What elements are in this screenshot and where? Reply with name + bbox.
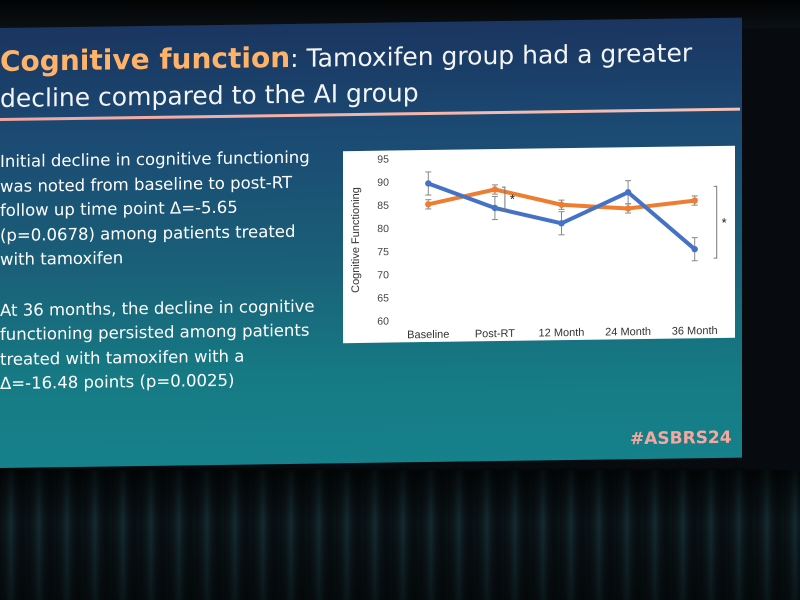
x-tick-label: 12 Month bbox=[539, 327, 585, 340]
data-point bbox=[624, 205, 632, 212]
y-axis-label: Cognitive Functioning bbox=[350, 187, 362, 293]
significance-marker: * bbox=[722, 215, 727, 230]
y-tick-label: 85 bbox=[377, 200, 389, 212]
series-group bbox=[425, 171, 698, 262]
slide-title-rest-1: : Tamoxifen group had a greater bbox=[290, 38, 693, 73]
bullet-line: functioning persisted among patients bbox=[0, 320, 310, 344]
significance-bracket bbox=[713, 185, 718, 259]
bullet-line: Δ=-16.48 points (p=0.0025) bbox=[0, 370, 235, 393]
x-tick-label: Baseline bbox=[407, 329, 449, 342]
y-tick-label: 60 bbox=[377, 316, 389, 328]
y-tick-label: 95 bbox=[377, 154, 389, 166]
line-chart: Cognitive Functioning 95 90 85 80 75 70 65 60 B… bbox=[350, 154, 727, 355]
data-point bbox=[491, 186, 499, 193]
y-axis-label-group: Cognitive Functioning bbox=[350, 187, 362, 293]
x-tick-label: 24 Month bbox=[605, 326, 651, 339]
slide-title: Cognitive function: Tamoxifen group had … bbox=[0, 34, 730, 117]
bullet-line: with tamoxifen bbox=[0, 248, 124, 269]
bullet-list: Initial decline in cognitive functioning… bbox=[0, 145, 340, 422]
data-point bbox=[691, 197, 698, 204]
data-point bbox=[558, 220, 565, 227]
y-ticks: 95 90 85 80 75 70 65 60 bbox=[377, 154, 389, 328]
y-tick-label: 70 bbox=[377, 269, 389, 281]
legend: Tamoxifen AI bbox=[483, 341, 622, 355]
x-tick-label: 36 Month bbox=[672, 325, 718, 338]
significance-bracket bbox=[501, 186, 506, 211]
bullet-item: At 36 months, the decline in cognitive f… bbox=[0, 294, 340, 397]
hashtag: #ASBRS24 bbox=[630, 427, 732, 450]
slide-title-emphasis: Cognitive function bbox=[0, 40, 291, 78]
x-ticks: Baseline Post-RT 12 Month 24 Month 36 Month bbox=[407, 325, 717, 341]
data-point bbox=[491, 204, 499, 212]
data-point bbox=[425, 201, 432, 208]
legend-label: Tamoxifen bbox=[509, 342, 559, 343]
y-tick-label: 90 bbox=[377, 177, 389, 189]
chart-panel: Cognitive Functioning 95 90 85 80 75 70 65 60 B… bbox=[343, 145, 735, 355]
significance-marker: * bbox=[510, 191, 515, 206]
y-tick-label: 80 bbox=[377, 223, 389, 235]
bullet-line: (p=0.0678) among patients treated bbox=[0, 221, 296, 245]
data-point bbox=[691, 245, 698, 253]
y-tick-label: 75 bbox=[377, 246, 389, 258]
bullet-line: was noted from baseline to post-RT bbox=[0, 172, 293, 196]
curtain-shadow bbox=[0, 470, 800, 600]
significance-group: ** bbox=[501, 185, 727, 259]
data-point bbox=[624, 189, 632, 196]
projection-screen: Cognitive function: Tamoxifen group had … bbox=[0, 17, 742, 469]
bullet-item: Initial decline in cognitive functioning… bbox=[0, 145, 340, 272]
y-tick-label: 65 bbox=[377, 292, 389, 304]
x-tick-label: Post-RT bbox=[475, 328, 515, 341]
data-point bbox=[425, 180, 432, 187]
legend-label: AI bbox=[612, 341, 622, 343]
data-point bbox=[558, 201, 565, 208]
